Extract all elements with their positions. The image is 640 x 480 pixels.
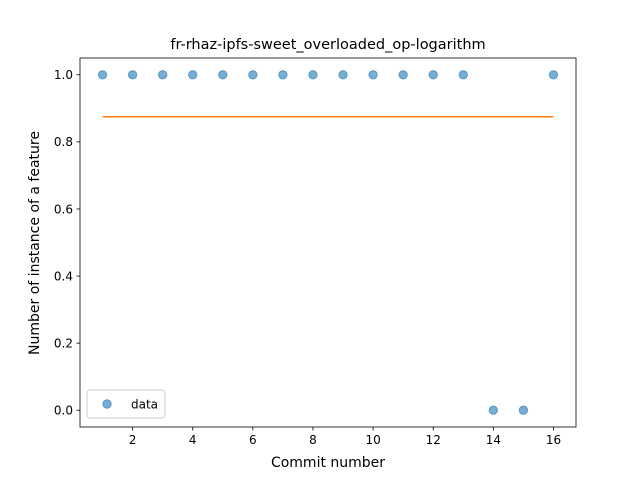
plot-area: 2 4 6 8 10 12 14 16 0.0 0.2 0.4 0.6 0.8 1.0 data (54, 57, 577, 447)
x-axis-label: Commit number (271, 455, 385, 471)
x-tick-label: 2 (129, 433, 137, 447)
legend-label: data (131, 397, 158, 411)
y-tick-label: 0.0 (54, 404, 73, 418)
legend-marker (102, 399, 112, 409)
x-tick-label: 6 (249, 433, 257, 447)
data-point (188, 70, 198, 80)
x-tick-label: 14 (486, 433, 501, 447)
y-tick-label: 0.4 (54, 269, 73, 283)
x-tick-label: 16 (546, 433, 561, 447)
data-point (368, 70, 378, 80)
data-point (458, 70, 468, 80)
y-axis-label: Number of instance of a feature (27, 131, 43, 355)
x-tick-label: 12 (426, 433, 441, 447)
x-tick-label: 4 (189, 433, 197, 447)
y-tick-label: 0.8 (54, 135, 73, 149)
data-point (548, 70, 559, 80)
x-tick-label: 10 (365, 433, 380, 447)
data-point (488, 405, 499, 415)
data-point (338, 70, 348, 80)
data-point (157, 70, 168, 80)
axes-frame (79, 57, 577, 428)
data-point (97, 70, 108, 80)
data-point (248, 70, 258, 80)
y-tick-label: 0.6 (54, 202, 73, 216)
y-tick-label: 0.2 (54, 336, 73, 350)
data-point (278, 70, 288, 80)
data-point (398, 70, 408, 80)
legend-box (86, 389, 166, 419)
x-tick-label: 8 (309, 433, 317, 447)
chart-title: fr-rhaz-ipfs-sweet_overloaded_op-logarit… (170, 37, 485, 53)
data-point (127, 70, 138, 80)
data-point (308, 70, 318, 80)
data-point (218, 70, 228, 80)
data-point (428, 70, 438, 80)
y-tick-label: 1.0 (54, 68, 73, 82)
data-point (518, 405, 529, 415)
